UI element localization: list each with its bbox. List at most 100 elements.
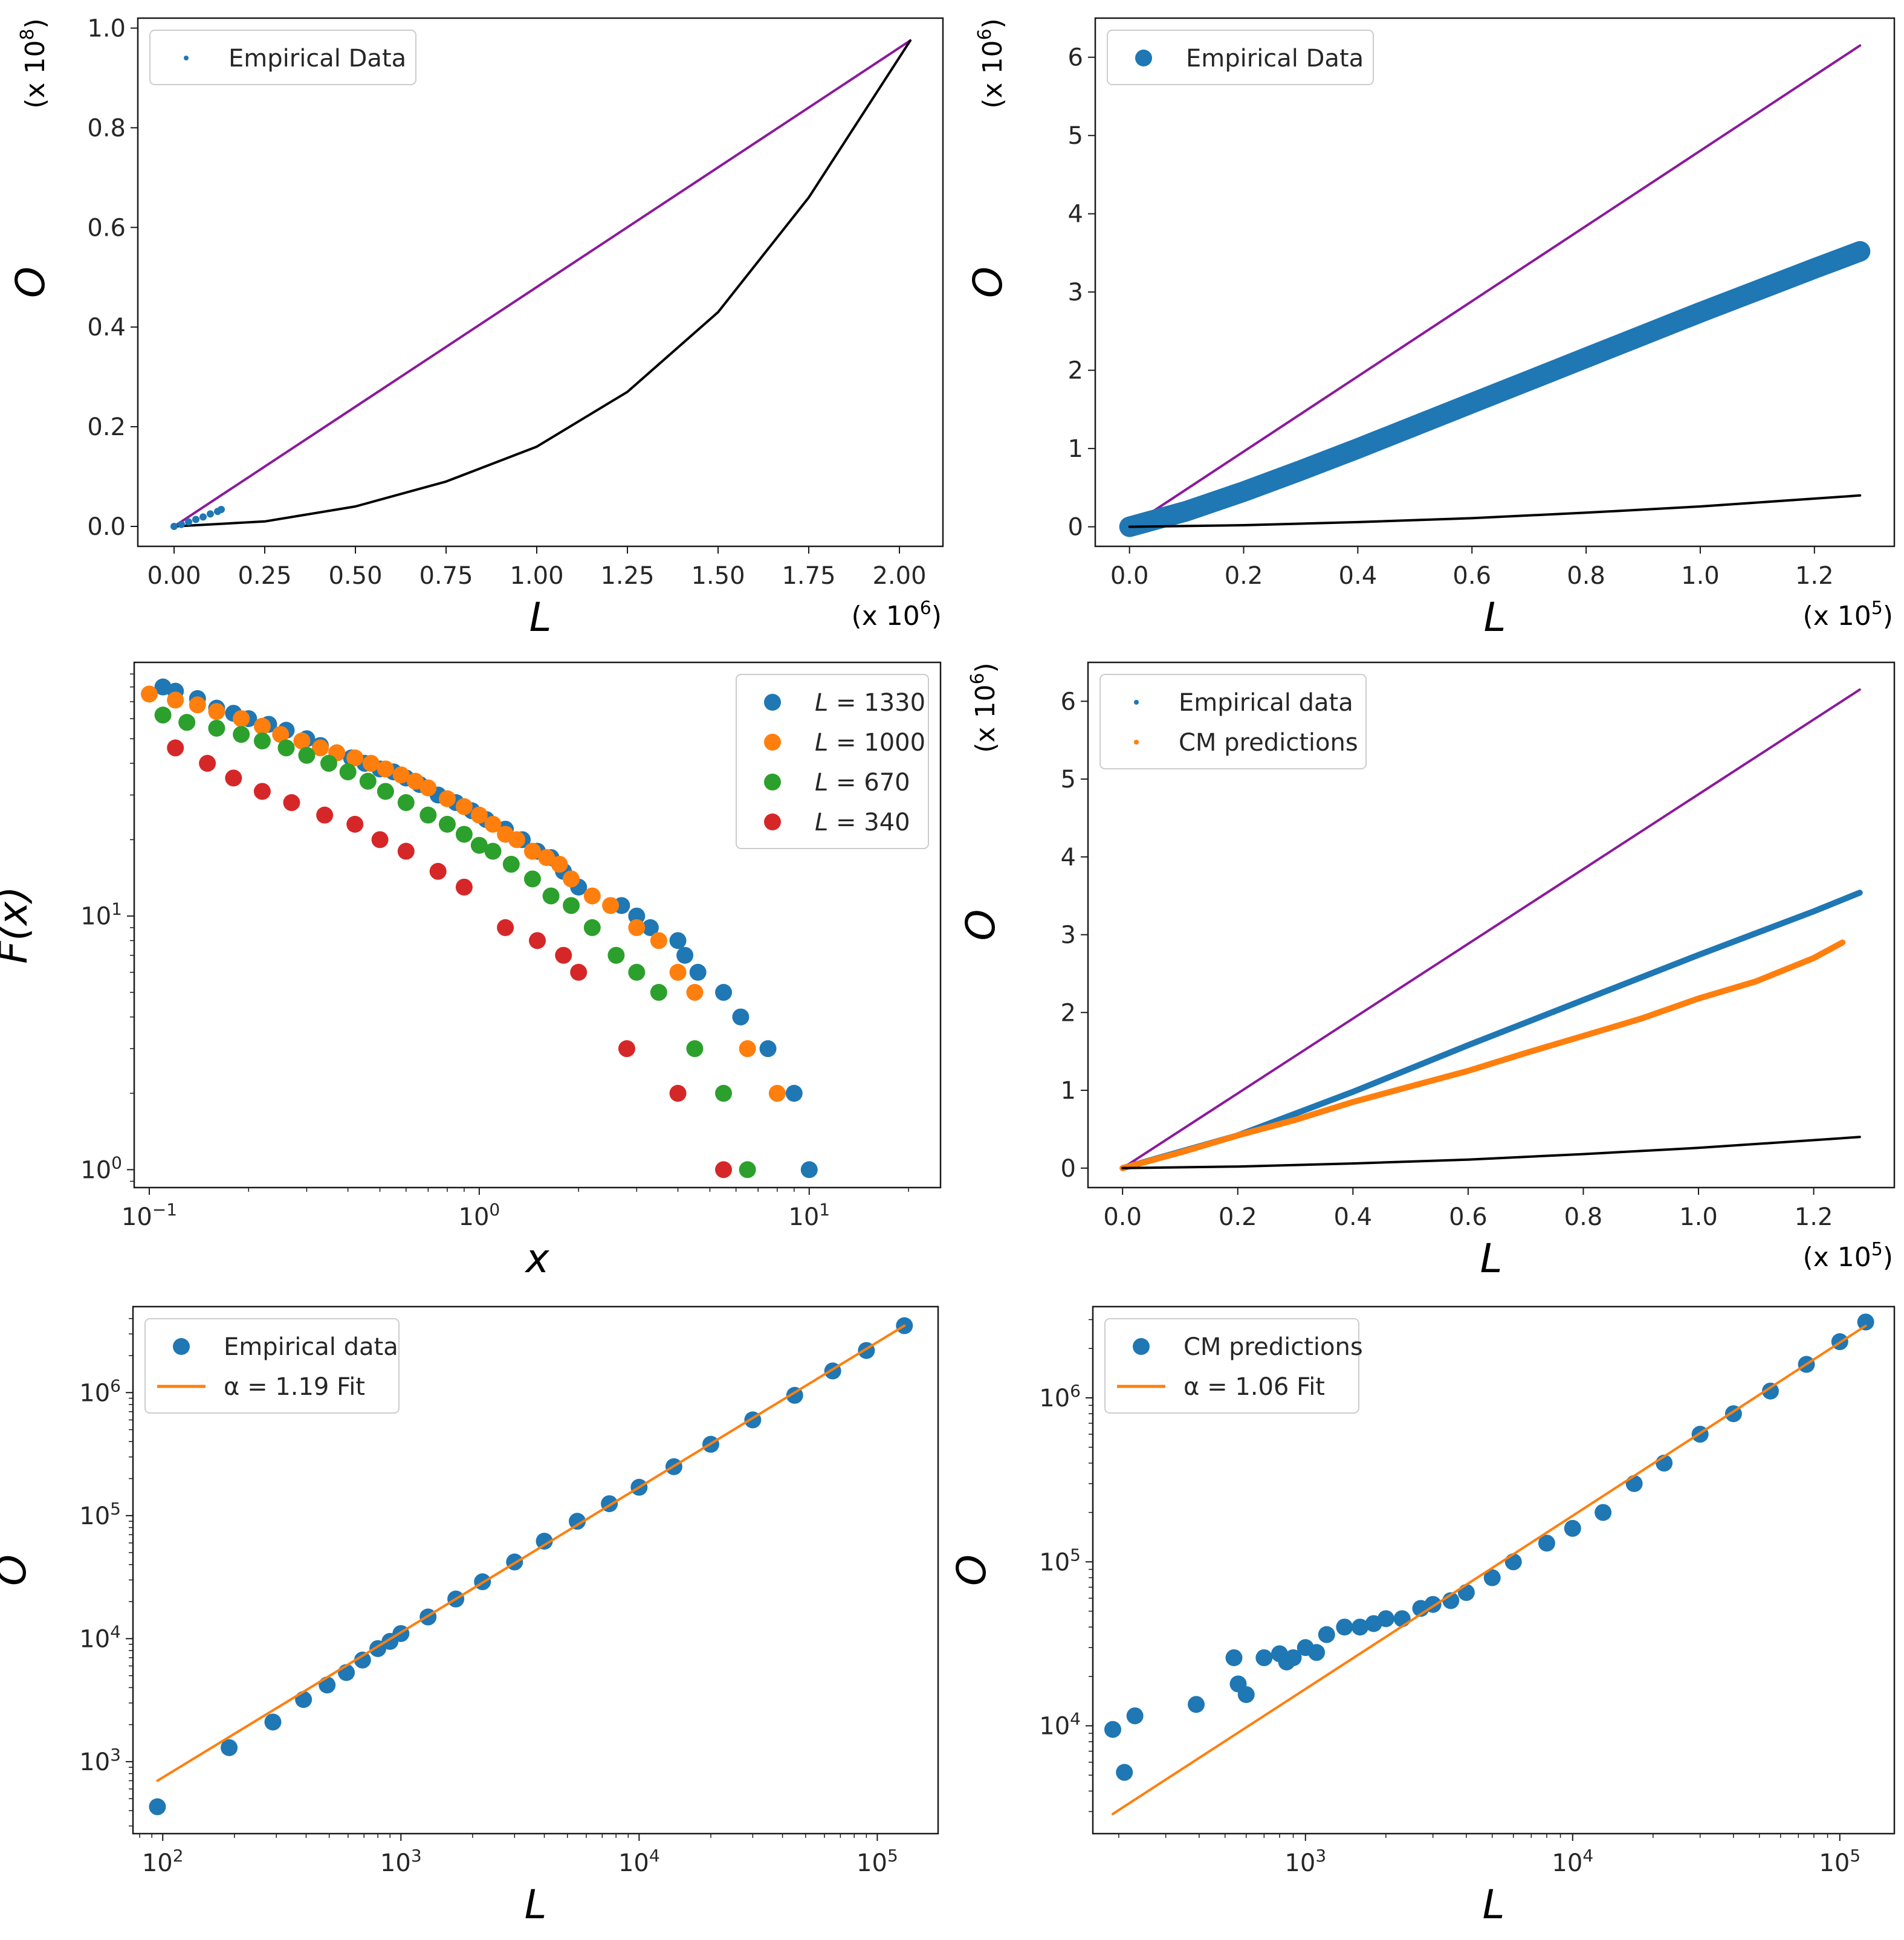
x-axis-label: x [524, 1235, 549, 1282]
x-tick-label: 0.6 [1449, 1203, 1488, 1231]
data-point [689, 963, 707, 981]
legend-label: L = 1330 [815, 689, 925, 717]
series-cm-predictions [1119, 939, 1846, 1171]
series-line [1121, 688, 1861, 1169]
y-scale-note: (x 106) [974, 18, 1008, 108]
y-tick-label: 2 [1061, 999, 1076, 1027]
x-tick-label: 105 [856, 1846, 898, 1877]
data-point [167, 691, 184, 709]
data-point [283, 794, 300, 812]
x-tick-label: 0.75 [419, 562, 473, 590]
data-point [1595, 1504, 1612, 1521]
data-point [641, 919, 659, 936]
data-point [470, 806, 488, 824]
data-point [208, 703, 225, 720]
y-tick-label: 4 [1061, 844, 1076, 871]
data-point [354, 1651, 371, 1669]
x-axis-label: L [1483, 1881, 1505, 1928]
x-tick-label: 0.6 [1452, 562, 1491, 590]
data-point [199, 513, 207, 521]
data-point [785, 1085, 803, 1102]
y-tick-label: 104 [1039, 1709, 1081, 1741]
data-point [676, 946, 694, 964]
legend-marker [1134, 740, 1139, 745]
data-point [189, 696, 206, 714]
data-point [583, 887, 601, 905]
y-tick-base: 10 [79, 1502, 110, 1530]
data-point [570, 963, 588, 981]
y-tick-label: 0.8 [87, 114, 126, 142]
y-tick-base: 10 [1039, 1548, 1070, 1576]
series-line [1119, 939, 1846, 1171]
data-point [1116, 1764, 1133, 1781]
y-tick-exponent: 0 [111, 1153, 122, 1172]
y-tick-exponent: 5 [110, 1499, 121, 1519]
legend-entry: Empirical Data [184, 45, 406, 73]
legend: Empirical Data [149, 30, 416, 85]
data-point [392, 766, 410, 784]
series-line [156, 1324, 906, 1782]
data-point [1308, 1644, 1326, 1661]
legend-entry: Empirical Data [1135, 45, 1364, 73]
legend-label: Empirical Data [228, 45, 406, 73]
legend: CM predictions α = 1.06 Fit [1104, 1318, 1363, 1414]
y-tick-label: 3 [1061, 922, 1076, 949]
data-point [1377, 1610, 1394, 1628]
data-point [569, 1513, 586, 1530]
data-point [320, 755, 337, 772]
data-point [497, 919, 514, 936]
x-tick-exponent: 5 [1850, 1846, 1860, 1866]
data-point [170, 523, 178, 531]
data-point [739, 1161, 756, 1179]
x-tick-base: 10 [121, 1203, 152, 1231]
data-point [523, 842, 541, 860]
x-tick-label: 10−1 [121, 1200, 177, 1231]
data-point [800, 1161, 818, 1179]
y-tick-exponent: 5 [1070, 1545, 1081, 1565]
plot-data [1104, 1313, 1874, 1816]
x-tick-label: 1.2 [1795, 562, 1834, 590]
y-tick-label: 101 [80, 899, 122, 931]
data-point [1284, 1649, 1302, 1666]
series-lower-bound [1128, 494, 1862, 528]
plot-data [170, 39, 912, 531]
data-point [484, 815, 502, 833]
y-tick-base: 10 [79, 1748, 110, 1776]
y-tick-label: 0.4 [87, 314, 126, 341]
legend-label: L = 670 [815, 769, 910, 797]
y-tick-label: 2 [1068, 357, 1083, 385]
y-tick-label: 0 [1068, 514, 1083, 542]
y-tick-label: 105 [1039, 1545, 1081, 1576]
x-tick-exponent: 1 [819, 1200, 830, 1220]
y-tick-exponent: 4 [110, 1622, 121, 1641]
y-tick-label: 1 [1061, 1077, 1076, 1105]
legend-label: Empirical data [1179, 689, 1353, 717]
chart-top-right: 0.0 0.2 0.4 0.6 0.8 1.0 1.2 0 1 2 3 4 5 6 L O (x 105) (x … [965, 17, 1896, 641]
legend-entry: L = 1330 [764, 689, 925, 717]
data-point [686, 1040, 704, 1058]
data-point [362, 755, 380, 772]
x-tick-label: 0.8 [1564, 1203, 1603, 1231]
data-point [551, 856, 568, 873]
x-tick-exponent: 2 [173, 1846, 184, 1866]
data-point [1126, 1707, 1144, 1725]
x-tick-label: 1.25 [600, 562, 654, 590]
data-point [523, 870, 541, 888]
x-tick-label: 0.4 [1334, 1203, 1373, 1231]
data-point [419, 806, 437, 824]
plot-data [140, 678, 818, 1179]
series--1-19-fit [156, 1324, 906, 1782]
y-tick-label: 104 [79, 1622, 121, 1653]
x-tick-base: 10 [856, 1849, 887, 1877]
series-line [1119, 241, 1871, 537]
y-tick-label: 106 [79, 1376, 121, 1407]
legend-box [736, 674, 929, 849]
data-point [669, 963, 687, 981]
x-tick-label: 103 [1284, 1846, 1326, 1877]
series-line [173, 39, 912, 528]
y-tick-label: 3 [1068, 279, 1083, 306]
y-tick-exponent: 6 [1070, 1381, 1081, 1401]
data-point [602, 897, 620, 914]
series-line [1121, 1136, 1861, 1169]
